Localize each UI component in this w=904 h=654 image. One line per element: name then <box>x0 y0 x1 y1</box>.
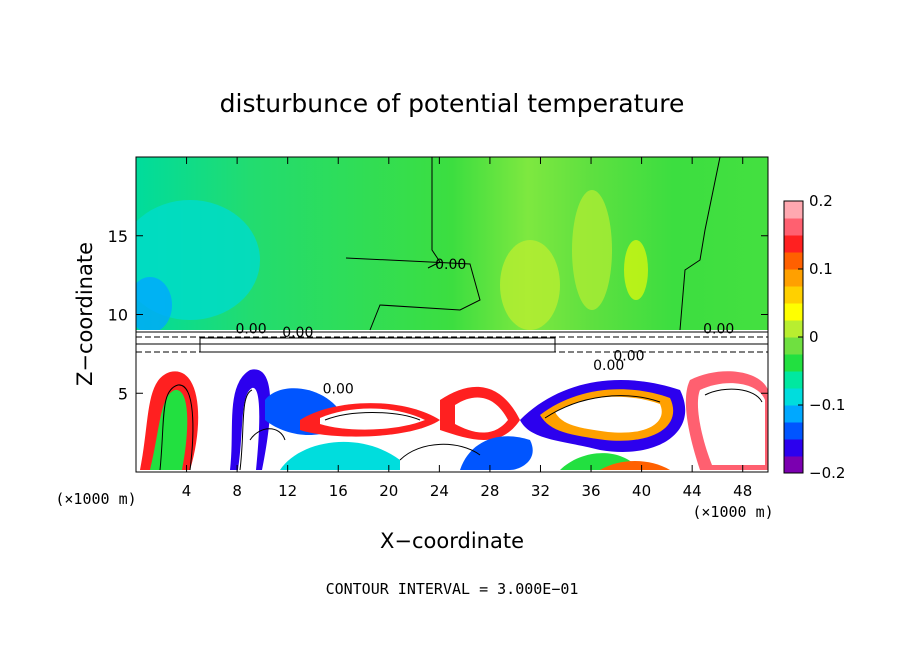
x-tick-label: 48 <box>733 482 752 500</box>
colorbar-swatch <box>784 405 803 423</box>
colorbar-swatch <box>784 286 803 304</box>
colorbar-tick-label: 0 <box>809 328 819 346</box>
colorbar-swatch <box>784 456 803 474</box>
x-tick-label: 16 <box>329 482 348 500</box>
colorbar-ticks: 0.2 0.1 0 −0.1 −0.2 <box>798 192 845 482</box>
x-unit-left: (×1000 m) <box>55 490 136 508</box>
colorbar-swatch <box>784 320 803 338</box>
colorbar-swatch <box>784 388 803 406</box>
colorbar-tick-label: 0.1 <box>809 260 833 278</box>
x-tick-label: 12 <box>278 482 297 500</box>
x-tick-label: 24 <box>430 482 449 500</box>
colorbar-swatch <box>784 354 803 372</box>
x-tick-label: 20 <box>379 482 398 500</box>
x-tick-label: 40 <box>632 482 651 500</box>
y-axis-label: Z−coordinate <box>73 242 97 386</box>
contour-label: 0.00 <box>703 322 734 338</box>
colorbar-swatch <box>784 371 803 389</box>
x-unit-right: (×1000 m) <box>692 503 773 521</box>
colorbar-swatch <box>784 235 803 253</box>
y-axis: 5 10 15 <box>108 227 768 403</box>
y-tick-label: 15 <box>108 227 128 246</box>
x-tick-label: 44 <box>683 482 702 500</box>
contour-label: 0.00 <box>235 322 266 338</box>
inversion-band <box>136 330 768 354</box>
x-tick-label: 4 <box>182 482 192 500</box>
colorbar-swatch <box>784 422 803 440</box>
y-tick-label: 5 <box>118 384 128 403</box>
warm-plume-1 <box>500 240 560 330</box>
x-tick-label: 8 <box>232 482 242 500</box>
contour-label: 0.00 <box>593 358 624 374</box>
contour-lines <box>136 157 768 471</box>
colorbar-swatch <box>784 218 803 236</box>
cool-region-left-core <box>136 277 172 333</box>
warm-plume-2 <box>572 190 612 310</box>
colorbar-tick-label: 0.2 <box>809 192 833 210</box>
contour-label: 0.00 <box>282 325 313 341</box>
colorbar-tick-label: −0.1 <box>809 396 845 414</box>
contour-label-group: 0.000.00 0.000.000.000.000.00 <box>235 257 734 397</box>
colorbar-swatch <box>784 269 803 287</box>
plot-area: 0.000.00 0.000.000.000.000.00 <box>136 157 768 472</box>
colorbar-swatch <box>784 201 803 219</box>
y-tick-label: 10 <box>108 306 128 325</box>
x-tick-label: 32 <box>531 482 550 500</box>
x-tick-label: 36 <box>581 482 600 500</box>
x-axis: 4 8 12 16 20 24 28 32 36 40 44 48 <box>182 157 752 500</box>
contour-label: 0.00 <box>435 257 466 273</box>
contour-label: 0.00 <box>613 348 644 364</box>
colorbar-tick-label: −0.2 <box>809 464 845 482</box>
x-axis-label: X−coordinate <box>380 529 524 553</box>
warm-plume-3 <box>624 240 648 300</box>
colorbar-swatch <box>784 337 803 355</box>
chart-title: disturbunce of potential temperature <box>220 89 685 118</box>
contour-interval-note: CONTOUR INTERVAL = 3.000E−01 <box>326 580 579 598</box>
contour-label: 0.00 <box>323 382 354 398</box>
colorbar-swatch <box>784 439 803 457</box>
colorbar <box>784 201 803 474</box>
colorbar-swatch <box>784 252 803 270</box>
x-tick-label: 28 <box>480 482 499 500</box>
lower-eddies <box>140 369 768 470</box>
colorbar-swatch <box>784 303 803 321</box>
